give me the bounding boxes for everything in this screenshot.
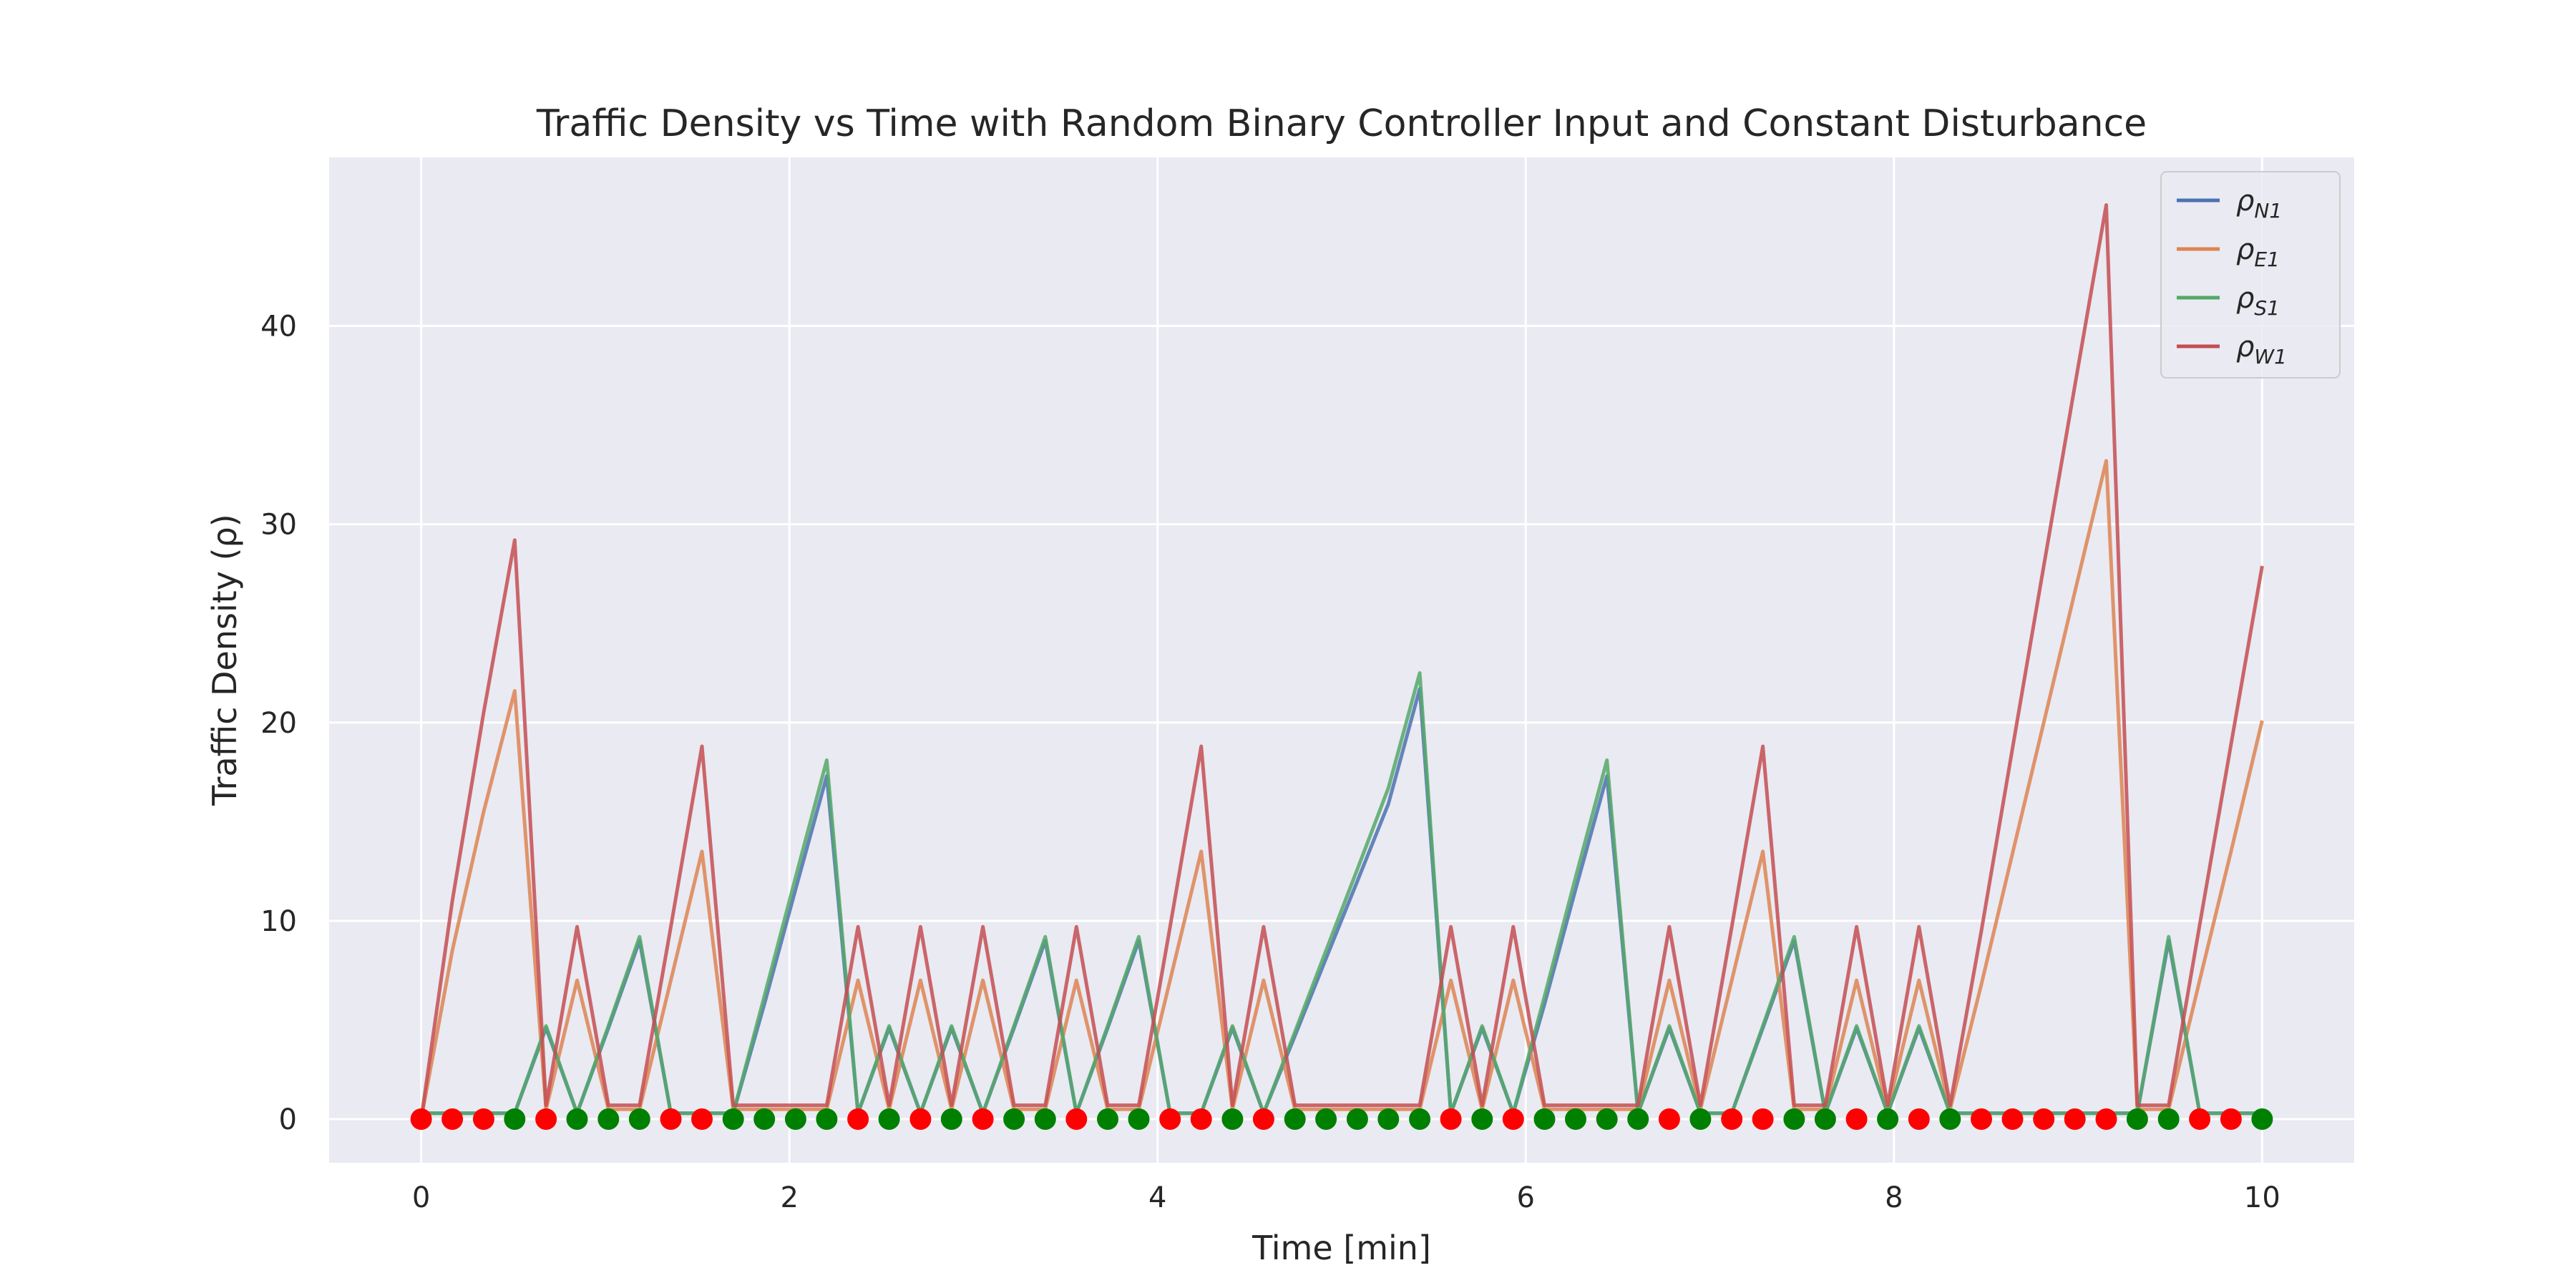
controller-input-marker [2095,1108,2117,1130]
legend-subscript: E1 [2254,248,2280,271]
controller-input-marker [1658,1108,1680,1130]
controller-input-marker [909,1108,932,1130]
controller-input-marker [972,1108,994,1130]
legend-subscript: S1 [2254,296,2280,320]
controller-input-marker [1159,1108,1181,1130]
x-tick-label: 10 [2244,1181,2280,1214]
legend-subscript: W1 [2254,345,2287,369]
controller-input-marker [1252,1108,1274,1130]
controller-input-marker [816,1108,838,1130]
legend-label-s1: ρS1 [2236,282,2280,320]
controller-input-marker [628,1108,650,1130]
controller-input-marker [1939,1108,1961,1130]
x-tick-label: 4 [1148,1181,1166,1214]
legend-symbol: ρ [2236,233,2254,266]
y-tick-label: 40 [260,311,297,343]
controller-input-marker [1814,1108,1836,1130]
controller-input-marker [1346,1108,1368,1130]
controller-input-marker [1627,1108,1649,1130]
controller-input-marker [1034,1108,1056,1130]
controller-input-marker [1315,1108,1337,1130]
y-tick-labels: 0 10 20 30 40 [260,311,297,1136]
controller-input-marker [1908,1108,1930,1130]
controller-input-marker [878,1108,900,1130]
controller-input-marker [847,1108,869,1130]
controller-input-marker [2126,1108,2148,1130]
controller-input-marker [940,1108,962,1130]
controller-input-marker [784,1108,806,1130]
series-line-e1 [419,459,2264,1120]
controller-input-marker [1221,1108,1244,1130]
controller-input-marker [1596,1108,1618,1130]
controller-markers [410,1108,2273,1130]
controller-input-marker [1128,1108,1150,1130]
controller-input-marker [1877,1108,1899,1130]
controller-input-marker [1783,1108,1805,1130]
controller-input-marker [2064,1108,2086,1130]
controller-input-marker [753,1108,776,1130]
legend-label-n1: ρN1 [2236,185,2282,223]
controller-input-marker [441,1108,464,1130]
controller-input-marker [1565,1108,1586,1130]
controller-input-marker [1471,1108,1493,1130]
controller-input-marker [2033,1108,2055,1130]
y-axis-label: Traffic Density (ρ) [205,514,244,806]
controller-input-marker [1190,1108,1212,1130]
controller-input-marker [597,1108,620,1130]
controller-input-marker [1845,1108,1868,1130]
controller-input-marker [504,1108,526,1130]
controller-input-marker [1097,1108,1118,1130]
controller-input-marker [1377,1108,1400,1130]
controller-input-marker [1440,1108,1462,1130]
controller-input-marker [2157,1108,2180,1130]
x-tick-label: 2 [780,1181,798,1214]
controller-input-marker [1284,1108,1306,1130]
controller-input-marker [1689,1108,1712,1130]
legend-label-e1: ρE1 [2236,233,2280,271]
legend-symbol: ρ [2236,185,2254,218]
x-tick-label: 6 [1517,1181,1535,1214]
controller-input-marker [1065,1108,1088,1130]
legend-box [2160,171,2341,379]
controller-input-marker [472,1108,494,1130]
controller-input-marker [1971,1108,1992,1130]
y-tick-label: 20 [260,707,297,740]
controller-input-marker [535,1108,557,1130]
controller-input-marker [722,1108,744,1130]
y-tick-label: 10 [260,905,297,938]
x-axis-label: Time [min] [1252,1229,1431,1267]
controller-input-marker [1502,1108,1524,1130]
controller-input-marker [1409,1108,1431,1130]
controller-input-marker [1003,1108,1025,1130]
x-tick-label: 0 [412,1181,430,1214]
y-tick-label: 0 [279,1103,297,1136]
controller-input-marker [1533,1108,1556,1130]
controller-input-marker [2189,1108,2211,1130]
y-tick-label: 30 [260,509,297,542]
controller-input-marker [1721,1108,1743,1130]
controller-input-marker [660,1108,682,1130]
chart-title: Traffic Density vs Time with Random Bina… [536,102,2147,145]
controller-input-marker [2001,1108,2024,1130]
legend-subscript: N1 [2254,199,2282,223]
plot-background [329,157,2354,1163]
series-line-w1 [419,203,2264,1120]
legend-symbol: ρ [2236,282,2254,315]
controller-input-marker [691,1108,713,1130]
controller-input-marker [2251,1108,2273,1130]
controller-input-marker [410,1108,432,1130]
x-tick-labels: 0 2 4 6 8 10 [412,1181,2280,1214]
x-tick-label: 8 [1885,1181,1903,1214]
controller-input-marker [2220,1108,2242,1130]
legend-symbol: ρ [2236,331,2254,364]
controller-input-marker [1752,1108,1774,1130]
controller-input-marker [566,1108,588,1130]
legend-label-w1: ρW1 [2236,331,2287,369]
